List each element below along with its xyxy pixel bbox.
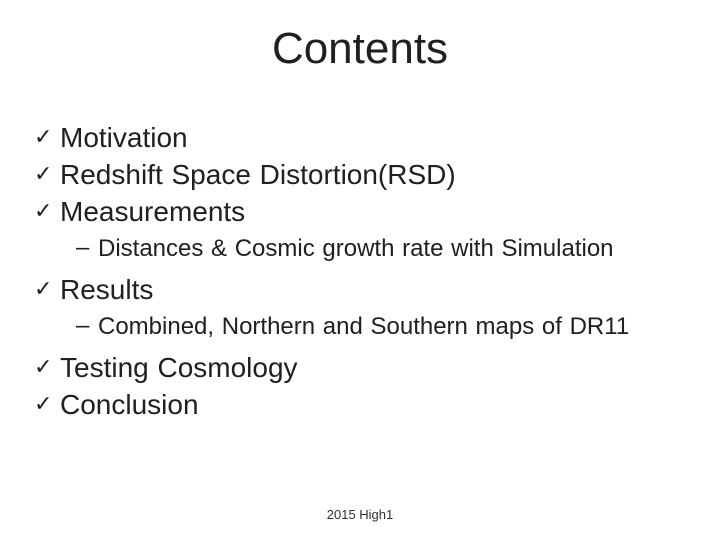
check-icon: ✓ [34,120,60,153]
check-icon: ✓ [34,194,60,227]
check-icon: ✓ [34,272,60,305]
dash-icon: – [76,311,98,341]
slide-title: Contents [0,24,720,74]
list-item: ✓ Motivation [36,120,700,155]
list-item-text: Redshift Space Distortion(RSD) [60,157,700,192]
list-item: ✓ Conclusion [36,387,700,422]
slide-footer: 2015 High1 [0,507,720,522]
check-icon: ✓ [34,157,60,190]
list-subitem-text: Distances & Cosmic growth rate with Simu… [98,233,700,264]
list-item: ✓ Testing Cosmology [36,350,700,385]
list-subitem: – Combined, Northern and Southern maps o… [76,311,700,342]
list-subitem-text: Combined, Northern and Southern maps of … [98,311,700,342]
list-item-text: Testing Cosmology [60,350,700,385]
content-body: ✓ Motivation ✓ Redshift Space Distortion… [36,120,700,424]
list-item-text: Conclusion [60,387,700,422]
check-icon: ✓ [34,350,60,383]
list-item-text: Motivation [60,120,700,155]
list-item: ✓ Results [36,272,700,307]
slide: Contents ✓ Motivation ✓ Redshift Space D… [0,0,720,540]
check-icon: ✓ [34,387,60,420]
list-item-text: Measurements [60,194,700,229]
list-item-text: Results [60,272,700,307]
list-item: ✓ Measurements [36,194,700,229]
dash-icon: – [76,233,98,263]
list-subitem: – Distances & Cosmic growth rate with Si… [76,233,700,264]
list-item: ✓ Redshift Space Distortion(RSD) [36,157,700,192]
